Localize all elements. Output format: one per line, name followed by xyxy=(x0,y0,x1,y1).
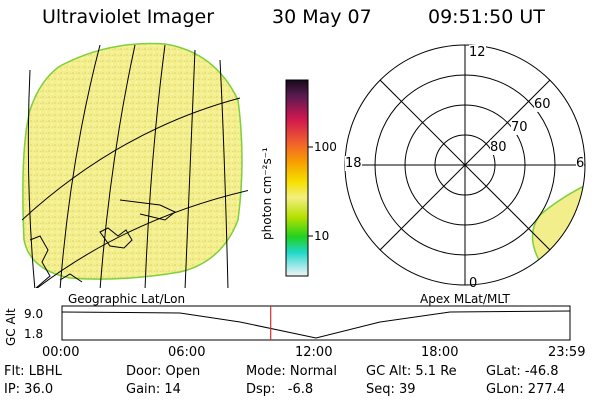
status-glat: GLat: -46.8 xyxy=(486,364,559,379)
x-tick-2359: 23:59 xyxy=(548,345,586,360)
mlt-label-0: 0 xyxy=(469,276,478,291)
status-seq: Seq: 39 xyxy=(366,382,416,397)
status-mode: Mode: Normal xyxy=(246,364,337,379)
status-gain: Gain: 14 xyxy=(126,382,181,397)
mlt-label-6: 6 xyxy=(576,156,585,171)
status-dsp: Dsp: -6.8 xyxy=(246,382,314,397)
status-glon: GLon: 277.4 xyxy=(486,382,566,397)
x-tick-1200: 12:00 xyxy=(295,345,333,360)
colorbar-gradient xyxy=(285,79,309,277)
status-ip: IP: 36.0 xyxy=(4,382,54,397)
altitude-curve xyxy=(61,310,571,339)
x-tick-0600: 06:00 xyxy=(168,345,206,360)
status-flt: Flt: LBHL xyxy=(4,364,62,379)
colorbar-tick-100: 100 xyxy=(314,140,337,154)
mlt-label-12: 12 xyxy=(469,45,486,60)
mlat-label-80: 80 xyxy=(490,140,507,155)
time-label: 09:51:50 UT xyxy=(428,6,545,28)
mlat-label-60: 60 xyxy=(534,97,551,112)
status-gcalt: GC Alt: 5.1 Re xyxy=(366,364,457,379)
instrument-title: Ultraviolet Imager xyxy=(42,6,215,28)
mlt-label-18: 18 xyxy=(345,156,362,171)
geo-caption: Geographic Lat/Lon xyxy=(68,292,186,306)
altitude-ytick-1-8: 1.8 xyxy=(24,327,44,341)
x-tick-1800: 18:00 xyxy=(421,345,459,360)
colorbar-tick-10: 10 xyxy=(314,229,330,243)
mlat-label-70: 70 xyxy=(511,120,528,135)
aurora-oval-geo xyxy=(22,42,243,280)
altitude-ylabel: GC Alt xyxy=(4,308,18,346)
apex-caption: Apex MLat/MLT xyxy=(420,292,510,306)
date-label: 30 May 07 xyxy=(272,6,372,28)
status-door: Door: Open xyxy=(126,364,201,379)
altitude-ytick-9: 9.0 xyxy=(24,307,44,321)
x-tick-0000: 00:00 xyxy=(42,345,80,360)
